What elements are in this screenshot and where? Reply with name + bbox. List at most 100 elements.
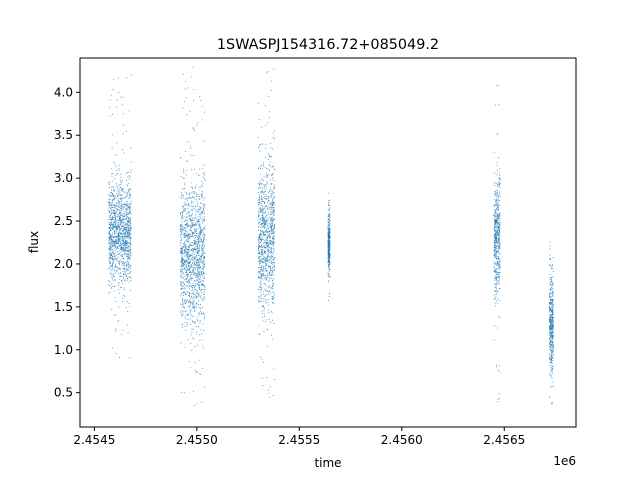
data-point: [261, 265, 263, 267]
data-point: [118, 225, 120, 227]
data-point: [265, 186, 268, 188]
data-point: [265, 205, 267, 207]
data-point: [128, 178, 130, 180]
data-point: [126, 260, 129, 262]
data-point: [124, 280, 126, 282]
data-point: [111, 194, 114, 196]
data-point: [268, 286, 271, 288]
data-point: [124, 233, 126, 236]
data-point: [115, 225, 117, 227]
data-point: [498, 103, 500, 105]
data-point: [180, 284, 182, 286]
data-point: [259, 290, 261, 292]
data-point: [550, 296, 552, 298]
data-point: [129, 245, 131, 247]
data-point: [262, 290, 264, 292]
data-point: [258, 183, 261, 185]
data-point: [187, 272, 189, 274]
data-point: [110, 195, 112, 197]
data-point: [129, 194, 131, 196]
data-point: [202, 205, 204, 207]
data-point: [199, 276, 201, 278]
data-point: [265, 268, 267, 270]
data-point: [130, 172, 132, 174]
data-point: [549, 299, 551, 301]
data-point: [260, 277, 262, 280]
data-point: [260, 230, 262, 232]
data-point: [125, 237, 127, 239]
data-point: [268, 281, 270, 283]
data-point: [204, 178, 206, 180]
data-point: [497, 238, 499, 240]
data-point: [550, 335, 552, 337]
data-point: [120, 173, 122, 175]
data-point: [271, 267, 273, 269]
data-point: [264, 205, 266, 207]
data-point: [197, 295, 199, 297]
data-point: [263, 298, 265, 300]
data-point: [195, 284, 197, 286]
data-point: [499, 178, 501, 181]
data-point: [495, 240, 497, 242]
data-point: [204, 206, 206, 208]
data-point: [552, 314, 554, 316]
data-point: [193, 243, 195, 245]
data-point: [126, 253, 128, 255]
data-point: [196, 316, 199, 318]
data-point: [120, 260, 122, 263]
data-point: [185, 268, 187, 270]
data-point: [110, 216, 112, 218]
data-point: [118, 220, 120, 222]
data-point: [272, 262, 274, 264]
data-point: [271, 230, 273, 232]
data-point: [200, 281, 202, 283]
data-point: [261, 287, 263, 289]
data-point: [123, 269, 125, 271]
data-point: [267, 249, 269, 251]
data-point: [274, 223, 276, 225]
data-point: [115, 263, 117, 265]
data-point: [198, 359, 200, 361]
data-point: [327, 236, 330, 238]
data-point: [191, 197, 193, 199]
data-point: [202, 257, 204, 259]
data-point: [191, 308, 193, 310]
data-point: [274, 184, 276, 186]
data-point: [123, 206, 125, 208]
data-point: [273, 238, 275, 240]
data-point: [118, 208, 120, 211]
data-point: [550, 292, 552, 294]
data-point: [493, 250, 496, 252]
data-point: [122, 329, 124, 331]
data-point: [262, 361, 265, 363]
data-point: [116, 232, 118, 234]
data-point: [268, 392, 270, 394]
data-point: [185, 81, 187, 83]
data-point: [201, 248, 203, 250]
data-point: [127, 247, 129, 249]
data-point: [199, 273, 201, 275]
data-point: [551, 345, 554, 347]
data-point: [202, 293, 204, 295]
data-point: [184, 268, 186, 270]
data-point: [201, 313, 203, 315]
data-point: [552, 322, 554, 324]
data-point: [181, 315, 183, 317]
data-point: [497, 216, 499, 218]
data-point: [196, 246, 198, 248]
data-point: [184, 210, 186, 212]
data-point: [127, 255, 129, 257]
data-point: [191, 244, 193, 246]
data-point: [268, 208, 270, 210]
data-point: [261, 278, 263, 280]
data-point: [552, 360, 554, 362]
data-point: [551, 343, 553, 345]
data-point: [266, 182, 268, 184]
data-point: [200, 194, 203, 196]
data-point: [549, 254, 551, 256]
data-point: [203, 204, 205, 206]
data-point: [122, 148, 124, 151]
data-point: [196, 236, 199, 239]
data-point: [496, 190, 498, 192]
data-point: [128, 218, 130, 220]
